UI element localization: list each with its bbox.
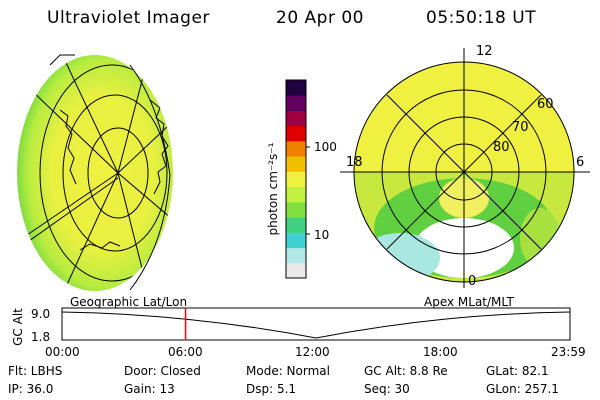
altitude-plot-frame: [61, 307, 571, 341]
colorbar: [285, 79, 310, 279]
mlt-label-18: 18: [346, 155, 363, 170]
colorbar-band: [286, 262, 306, 279]
mlt-label-6: 6: [576, 155, 585, 170]
altitude-axis-title: GC Alt: [11, 308, 25, 346]
x-tick-1200: 12:00: [295, 345, 330, 359]
footer-glon: GLon: 257.1: [486, 382, 559, 396]
colorbar-band: [286, 80, 306, 96]
footer-gc-alt: GC Alt: 8.8 Re: [364, 364, 448, 378]
footer-filter: Flt: LBHS: [8, 364, 63, 378]
altitude-tick-max: 9.0: [31, 307, 51, 321]
footer-door: Door: Closed: [124, 364, 201, 378]
colorbar-band: [286, 140, 306, 157]
x-tick-0600: 06:00: [168, 345, 203, 359]
colorbar-band: [286, 156, 306, 172]
colorbar-band: [286, 95, 306, 111]
footer-dsp: Dsp: 5.1: [246, 382, 297, 396]
colorbar-band: [286, 110, 306, 127]
colorbar-label: photon cm⁻²s⁻¹: [266, 142, 280, 236]
date-label: 20 Apr 00: [276, 8, 364, 28]
footer-glat: GLat: 82.1: [486, 364, 549, 378]
footer-seq: Seq: 30: [364, 382, 410, 396]
footer-gain: Gain: 13: [124, 382, 175, 396]
geo-terminator: [129, 64, 171, 291]
colorbar-band: [286, 125, 306, 142]
geographic-image: [17, 54, 173, 291]
altitude-tick-min: 1.8: [31, 330, 51, 344]
instrument-title: Ultraviolet Imager: [47, 8, 210, 28]
lat-label-70: 70: [512, 120, 529, 135]
altitude-curve: [61, 311, 571, 339]
geo-view-label: Geographic Lat/Lon: [70, 295, 188, 309]
colorbar-band: [286, 201, 306, 218]
footer-mode: Mode: Normal: [246, 364, 330, 378]
colorbar-band: [286, 232, 306, 249]
colorbar-band: [286, 186, 306, 203]
colorbar-tick-100: 100: [314, 140, 337, 154]
colorbar-band: [286, 247, 306, 264]
x-tick-0000: 00:00: [45, 345, 80, 359]
polar-view-label: Apex MLat/MLT: [424, 295, 514, 309]
x-tick-1800: 18:00: [423, 345, 458, 359]
polar-grid: [340, 48, 590, 288]
colorbar-tick-10: 10: [314, 228, 330, 242]
lat-label-80: 80: [493, 140, 510, 155]
colorbar-band: [286, 217, 306, 233]
footer-ip: IP: 36.0: [8, 382, 54, 396]
x-tick-2359: 23:59: [551, 345, 586, 359]
lat-label-60: 60: [537, 97, 554, 112]
mlt-label-12: 12: [476, 44, 493, 59]
mlt-label-0: 0: [468, 274, 477, 289]
time-label: 05:50:18 UT: [426, 8, 537, 28]
colorbar-band: [286, 171, 306, 188]
altitude-plot: [61, 307, 571, 341]
polar-image: [340, 48, 590, 288]
